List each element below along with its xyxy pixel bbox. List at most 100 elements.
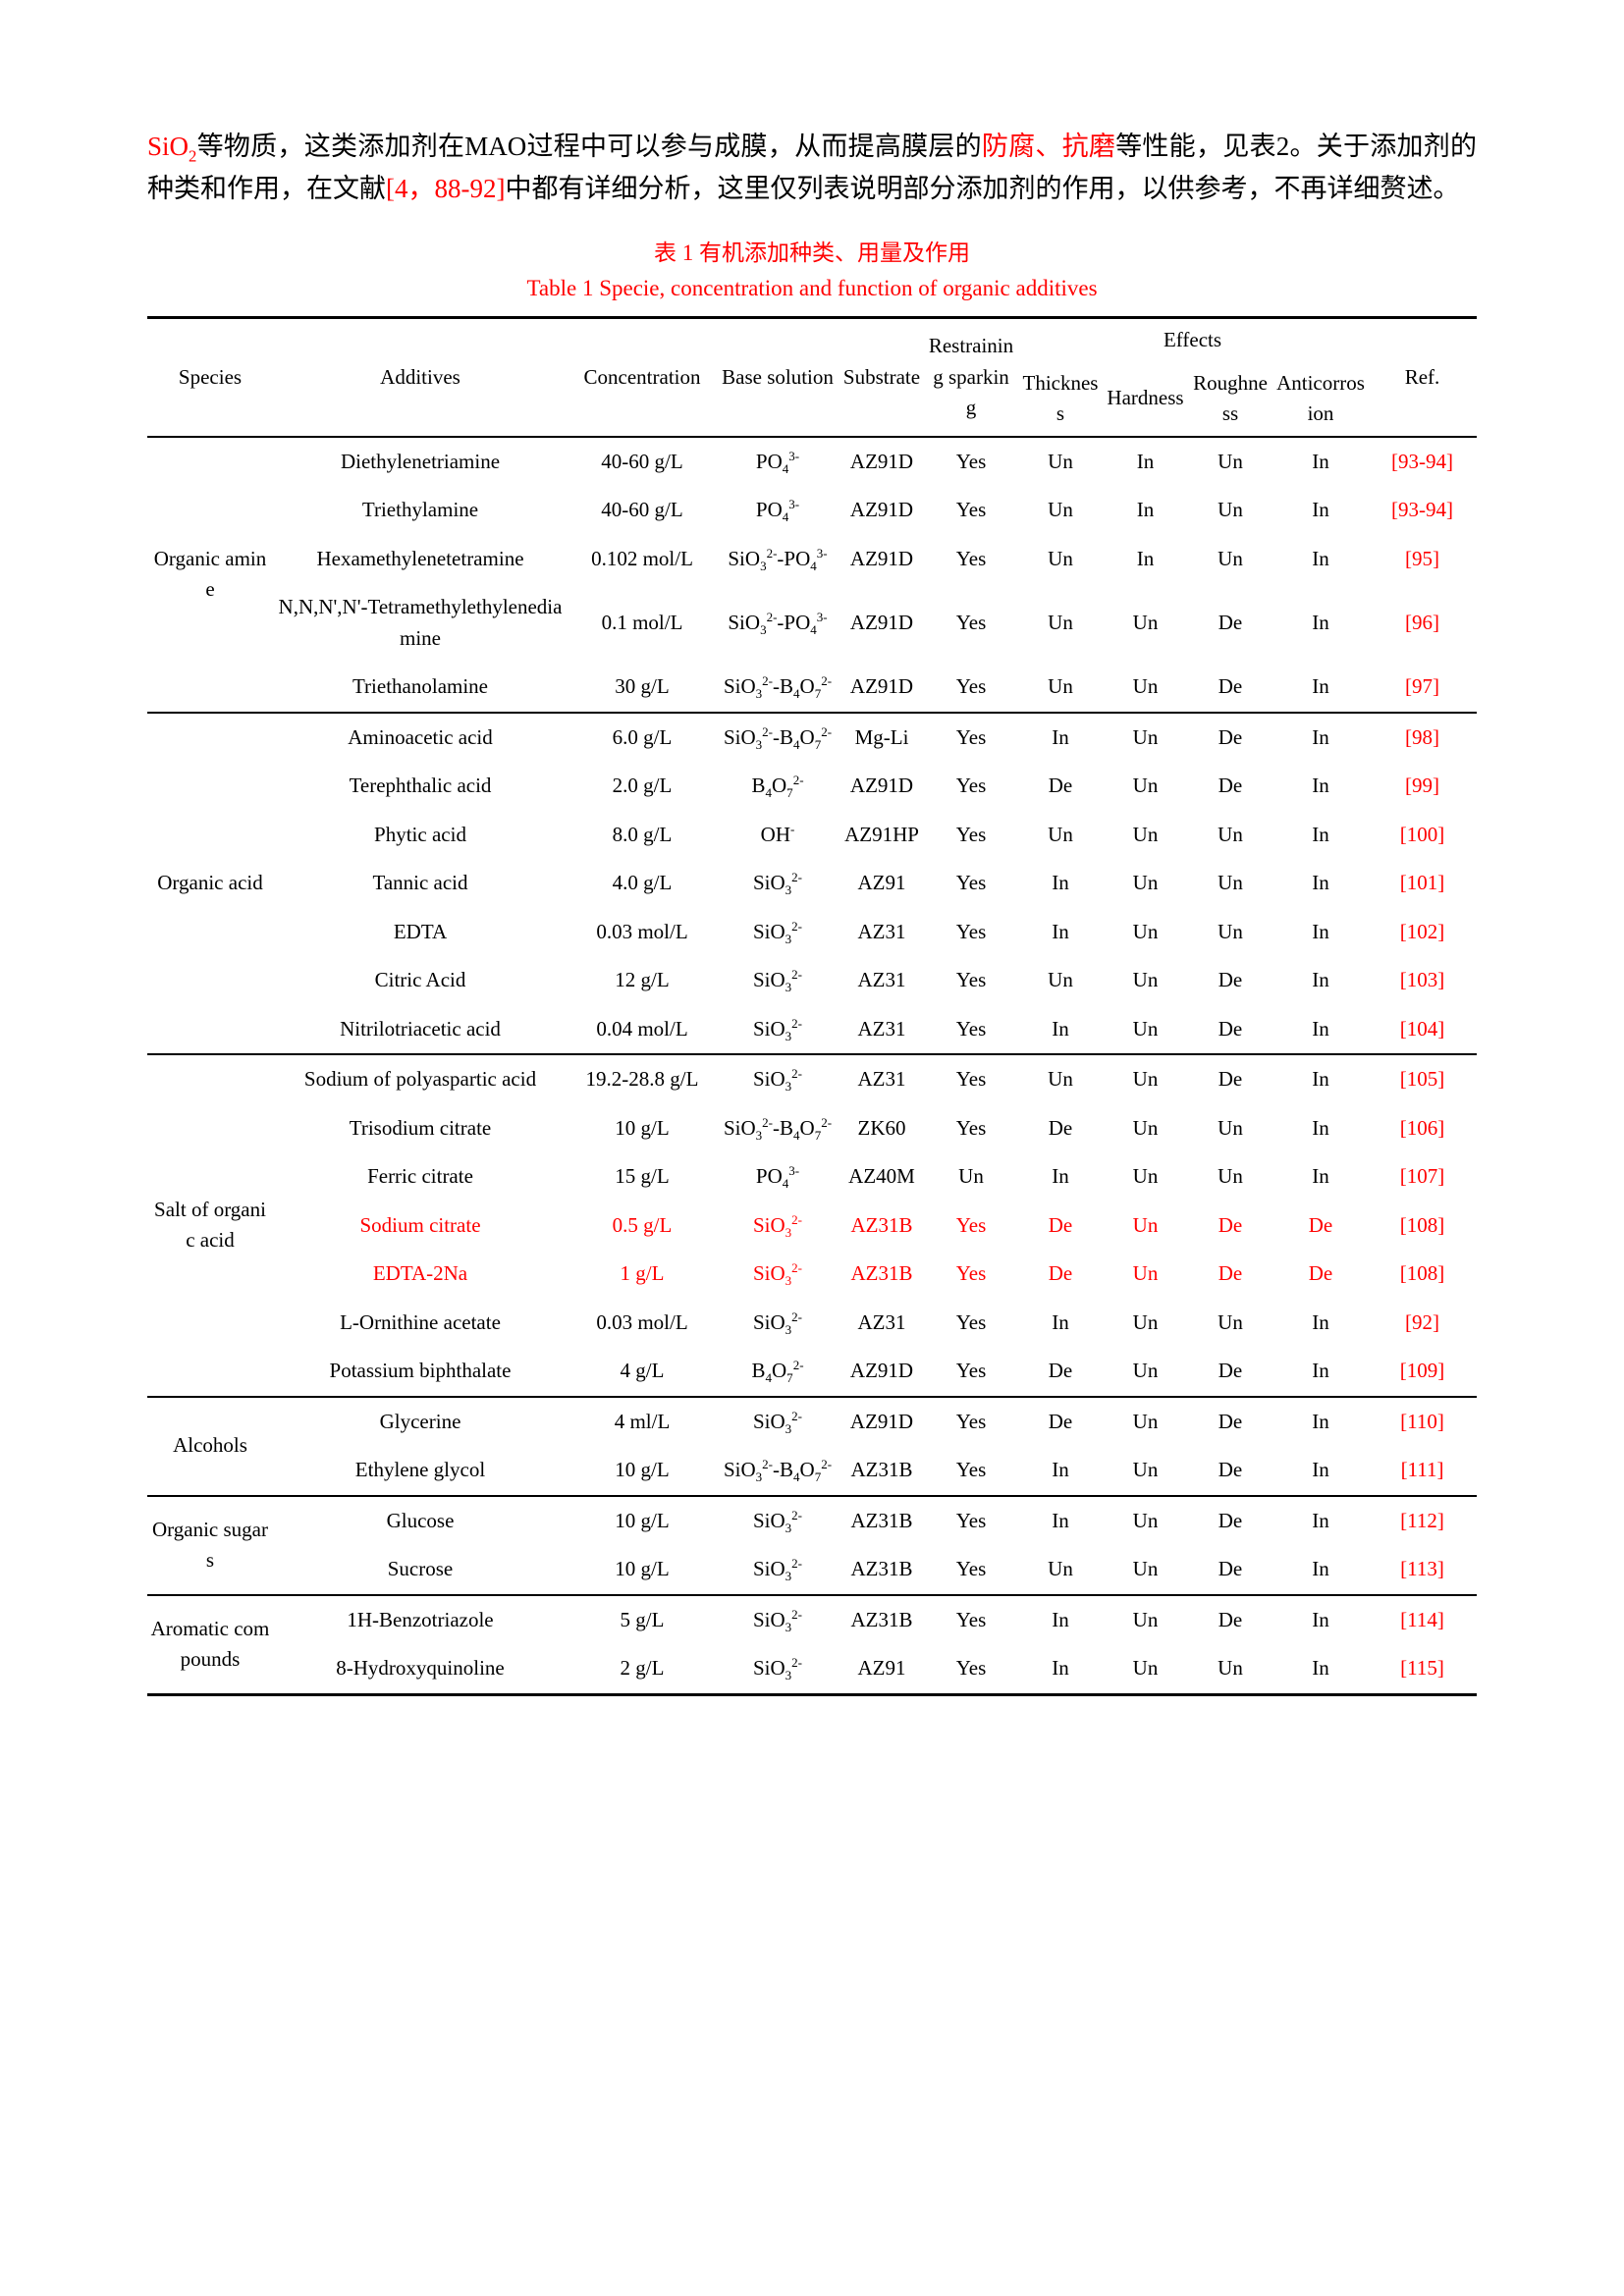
- base-solution-cell: B4O72-: [751, 1358, 804, 1386]
- restraining-sparking-cell: Yes: [925, 1395, 1017, 1446]
- col-header-additives: Additives: [273, 317, 568, 438]
- roughness-cell: De: [1218, 1359, 1243, 1382]
- ref-cell: [93-94]: [1391, 498, 1454, 521]
- concentration-cell: 8.0 g/L: [612, 822, 673, 846]
- additive-cell: N,N,N',N'-Tetramethylethylenediamine: [278, 595, 563, 650]
- concentration-cell: 0.102 mol/L: [591, 546, 693, 570]
- roughness-cell: De: [1187, 1494, 1273, 1545]
- restraining-sparking-cell: Yes: [955, 1309, 987, 1334]
- hardness-cell: Un: [1132, 1164, 1159, 1188]
- table-row: Triethylamine 40-60 g/L PO43- AZ91D Yes Un In U…: [147, 486, 1477, 535]
- intro-segment: SiO2: [147, 132, 197, 166]
- ref-cell: [93-94]: [1368, 435, 1478, 486]
- roughness-cell: De: [1218, 968, 1243, 991]
- restraining-sparking-cell: Yes: [955, 822, 987, 846]
- concentration-cell: 5 g/L: [568, 1593, 717, 1644]
- anticorrosion-cell: In: [1312, 1359, 1329, 1382]
- thickness-cell: Un: [1048, 498, 1073, 521]
- concentration-cell: 0.1 mol/L: [601, 610, 683, 634]
- anticorrosion-cell: In: [1273, 435, 1369, 486]
- base-solution-cell: SiO32-: [752, 1556, 803, 1584]
- restraining-sparking-cell: Yes: [955, 1458, 987, 1481]
- hardness-cell: Un: [1132, 1212, 1159, 1237]
- anticorrosion-cell: In: [1312, 968, 1329, 991]
- table-row: Hexamethylenetetramine 0.102 mol/L SiO32--…: [147, 535, 1477, 584]
- table-caption: 表 1 有机添加种类、用量及作用 Table 1 Specie, concent…: [147, 236, 1477, 306]
- additive-cell: Glucose: [273, 1494, 568, 1545]
- base-solution-cell: OH-: [760, 821, 795, 846]
- concentration-cell: 40-60 g/L: [568, 435, 717, 486]
- substrate-cell: AZ31B: [839, 1593, 925, 1644]
- hardness-cell: Un: [1132, 1115, 1159, 1140]
- roughness-cell: De: [1187, 1053, 1273, 1104]
- ref-cell: [108]: [1399, 1212, 1445, 1237]
- thickness-cell: In: [1052, 871, 1069, 894]
- table-row: Sucrose 10 g/L SiO32- AZ31B Yes Un Un De In [113]: [147, 1545, 1477, 1595]
- hardness-cell: Un: [1132, 1016, 1159, 1041]
- col-header-substrate: Substrate: [839, 317, 925, 438]
- ref-cell: [98]: [1368, 711, 1478, 762]
- substrate-cell: AZ31B: [850, 1557, 913, 1580]
- additive-cell: Sucrose: [387, 1557, 454, 1580]
- anticorrosion-cell: De: [1308, 1261, 1333, 1285]
- anticorrosion-cell: In: [1273, 711, 1369, 762]
- concentration-cell: 0.03 mol/L: [596, 1309, 688, 1334]
- additive-cell: Nitrilotriacetic acid: [340, 1016, 501, 1041]
- restraining-sparking-cell: Yes: [955, 1016, 987, 1041]
- table-header-row-1: Species Additives Concentration Base sol…: [147, 317, 1478, 438]
- concentration-cell: 10 g/L: [568, 1494, 717, 1545]
- restraining-sparking-cell: Yes: [955, 674, 987, 698]
- table-caption-zh: 表 1 有机添加种类、用量及作用: [654, 240, 970, 265]
- roughness-cell: De: [1218, 1261, 1243, 1285]
- hardness-cell: Un: [1132, 674, 1159, 698]
- ref-cell: [96]: [1405, 610, 1440, 634]
- substrate-cell: Mg-Li: [839, 711, 925, 762]
- ref-cell: [105]: [1368, 1053, 1478, 1104]
- hardness-cell: In: [1136, 546, 1155, 570]
- table-row: Nitrilotriacetic acid 0.04 mol/L SiO32- AZ3…: [147, 1005, 1477, 1055]
- thickness-cell: In: [1017, 1494, 1104, 1545]
- thickness-cell: Un: [1017, 1053, 1104, 1104]
- substrate-cell: AZ91: [857, 871, 906, 894]
- base-solution-cell: SiO32--B4O72-: [723, 673, 833, 702]
- anticorrosion-cell: In: [1312, 919, 1329, 943]
- roughness-cell: Un: [1218, 546, 1243, 570]
- concentration-cell: 30 g/L: [615, 674, 670, 698]
- anticorrosion-cell: In: [1312, 774, 1329, 797]
- col-header-ref: Ref.: [1368, 317, 1478, 438]
- ref-cell: [113]: [1400, 1557, 1444, 1580]
- restraining-sparking-cell: Un: [958, 1164, 984, 1188]
- anticorrosion-cell: In: [1312, 822, 1329, 846]
- table-row: Ethylene glycol 10 g/L SiO32--B4O72- AZ31B Y…: [147, 1446, 1477, 1496]
- additive-cell: EDTA: [393, 919, 448, 943]
- additive-cell: 8-Hydroxyquinoline: [336, 1656, 505, 1680]
- roughness-cell: Un: [1218, 822, 1243, 846]
- ref-cell: [102]: [1399, 919, 1445, 943]
- col-header-thickness: Thickness: [1017, 361, 1104, 438]
- concentration-cell: 19.2-28.8 g/L: [568, 1053, 717, 1104]
- base-solution-cell: SiO32-: [752, 1211, 803, 1240]
- thickness-cell: In: [1017, 1593, 1104, 1644]
- roughness-cell: De: [1187, 1593, 1273, 1644]
- base-solution-cell: SiO32--B4O72-: [723, 1457, 833, 1485]
- ref-cell: [107]: [1399, 1164, 1445, 1188]
- ref-cell: [112]: [1368, 1494, 1478, 1545]
- thickness-cell: Un: [1048, 610, 1073, 634]
- table-row: Ferric citrate 15 g/L PO43- AZ40M Un In Un Un In…: [147, 1152, 1477, 1201]
- hardness-cell: Un: [1104, 1053, 1187, 1104]
- additive-cell: Trisodium citrate: [349, 1115, 492, 1140]
- ref-cell: [92]: [1405, 1309, 1440, 1334]
- substrate-cell: AZ31: [857, 968, 906, 991]
- hardness-cell: In: [1136, 498, 1155, 521]
- col-header-roughness: Roughness: [1187, 361, 1273, 438]
- table-row: Terephthalic acid 2.0 g/L B4O72- AZ91D Yes De…: [147, 762, 1477, 811]
- additive-cell: Glycerine: [273, 1395, 568, 1446]
- roughness-cell: Un: [1218, 1115, 1243, 1140]
- thickness-cell: Un: [1048, 674, 1073, 698]
- roughness-cell: De: [1218, 1557, 1243, 1580]
- roughness-cell: De: [1187, 1395, 1273, 1446]
- hardness-cell: Un: [1132, 1656, 1159, 1680]
- hardness-cell: Un: [1132, 1261, 1159, 1285]
- substrate-cell: AZ91: [857, 1656, 906, 1680]
- thickness-cell: Un: [1048, 546, 1073, 570]
